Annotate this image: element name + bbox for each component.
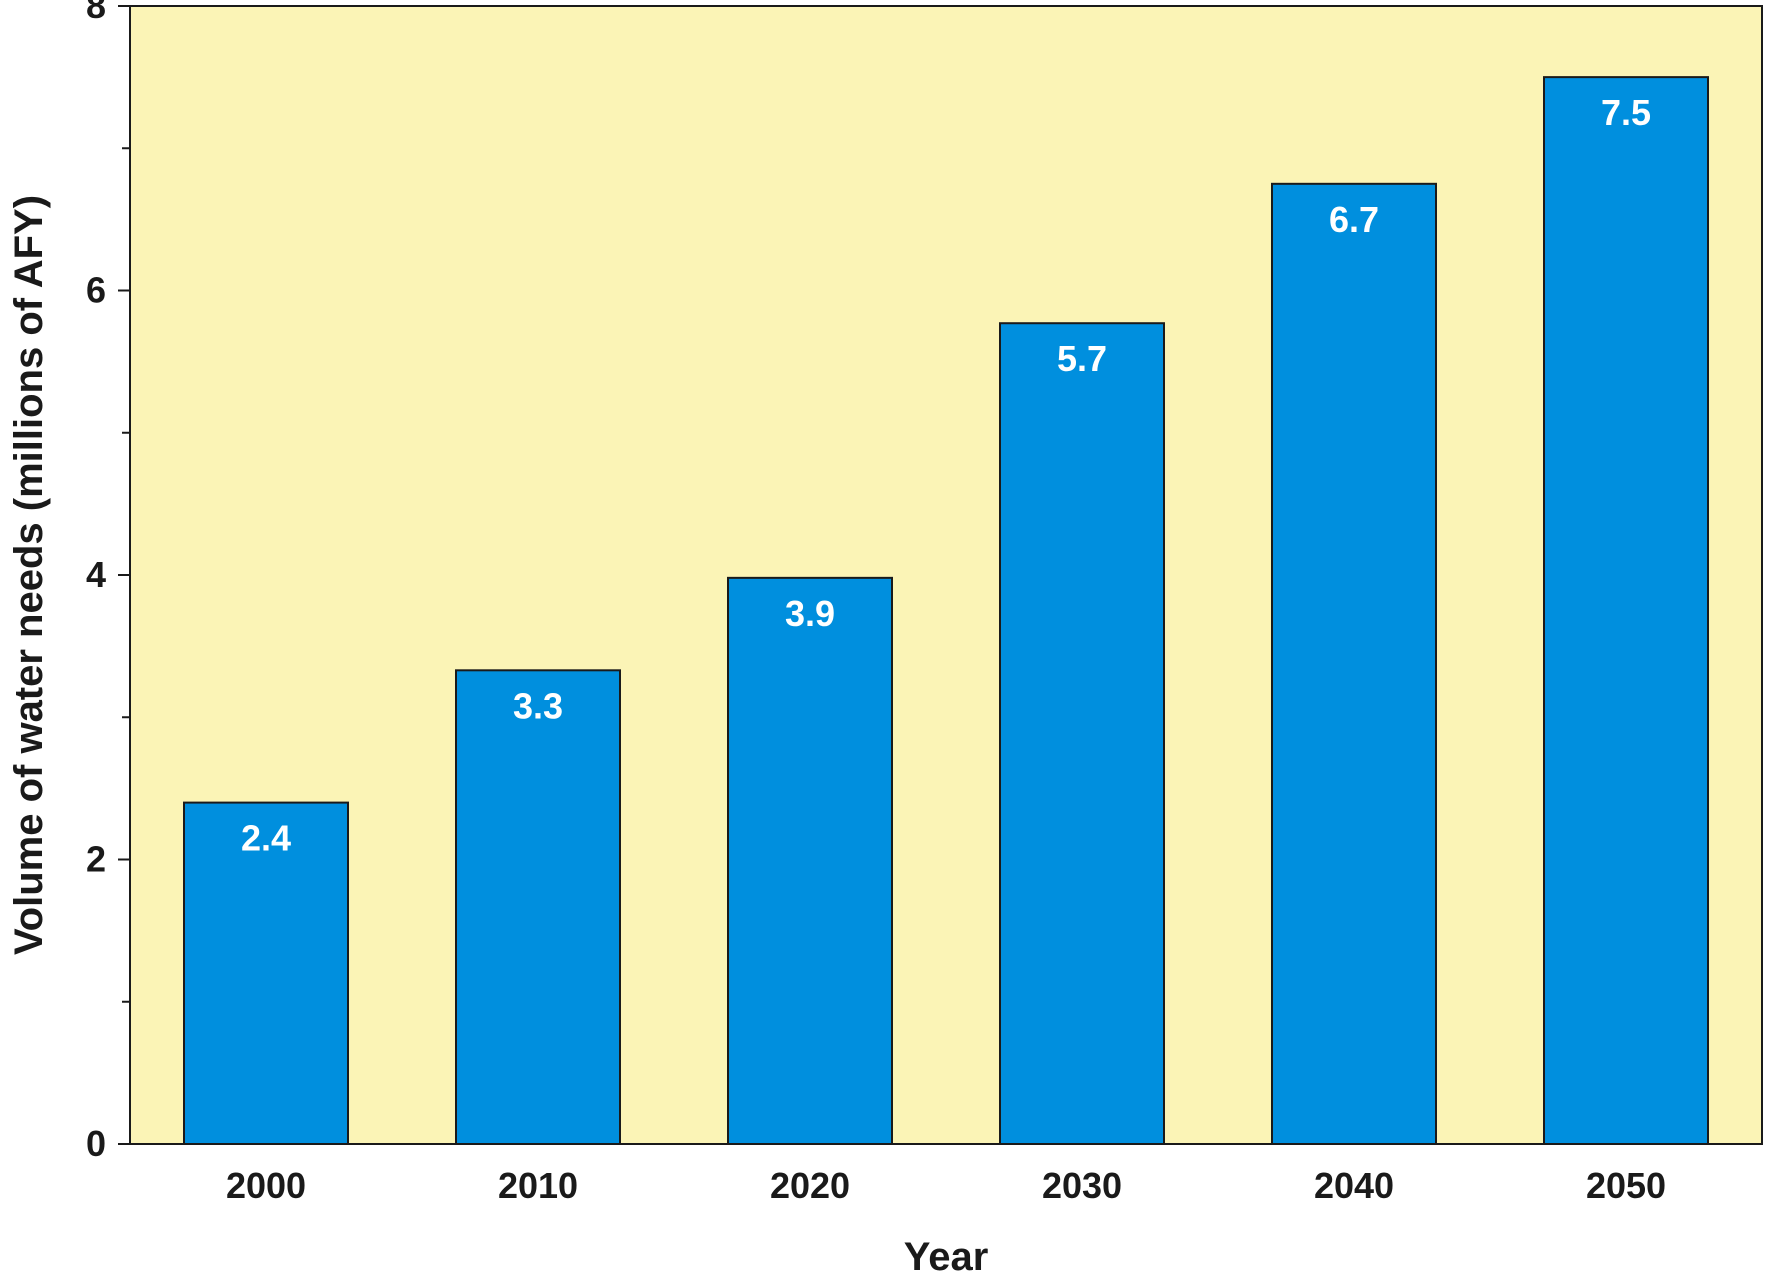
- data-label-2020: 3.9: [785, 593, 835, 634]
- data-label-2010: 3.3: [513, 685, 563, 726]
- y-tick-label-6: 6: [86, 270, 106, 311]
- plot-area: [129, 5, 1763, 1145]
- x-tick-label-2010: 2010: [498, 1165, 578, 1206]
- y-tick-label-8: 8: [86, 0, 106, 26]
- y-axis-title: Volume of water needs (millions of AFY): [7, 195, 51, 955]
- x-tick-label-2040: 2040: [1314, 1165, 1394, 1206]
- x-axis-title: Year: [904, 1235, 989, 1276]
- y-axis: 0 2 4 6 8: [86, 0, 130, 1164]
- bar-2040: [1271, 182, 1437, 1145]
- y-tick-label-0: 0: [86, 1123, 106, 1164]
- y-tick-label-4: 4: [86, 554, 106, 595]
- data-label-2050: 7.5: [1601, 92, 1651, 133]
- x-tick-label-2030: 2030: [1042, 1165, 1122, 1206]
- x-tick-label-2050: 2050: [1586, 1165, 1666, 1206]
- data-label-2000: 2.4: [241, 818, 291, 859]
- x-axis: 2000 2010 2020 2030 2040 2050: [226, 1165, 1666, 1206]
- bar-2000: [183, 801, 349, 1145]
- x-tick-label-2020: 2020: [770, 1165, 850, 1206]
- bar-2020: [727, 576, 893, 1145]
- bar-2050: [1543, 76, 1709, 1145]
- data-labels-group: 2.4 3.3 3.9 5.7 6.7 7.5: [241, 92, 1651, 858]
- bar-2030: [999, 322, 1165, 1145]
- bars-group: [183, 76, 1709, 1145]
- bar-2010: [455, 669, 621, 1145]
- data-label-2030: 5.7: [1057, 338, 1107, 379]
- x-tick-label-2000: 2000: [226, 1165, 306, 1206]
- data-label-2040: 6.7: [1329, 199, 1379, 240]
- y-tick-label-2: 2: [86, 839, 106, 880]
